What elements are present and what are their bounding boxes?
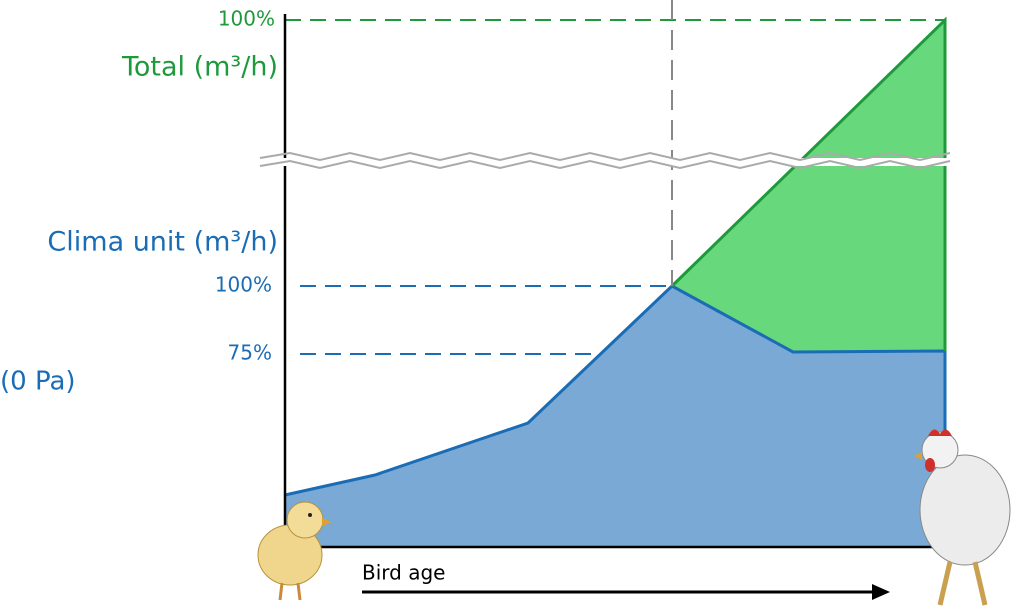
pressure-label: (0 Pa) [0,367,76,397]
clima-area [285,286,945,547]
total-axis-label: Total (m³/h) [121,52,278,83]
break-line [259,151,951,162]
break-line [259,159,951,170]
arrow-head [872,584,890,600]
clima-axis-label: Clima unit (m³/h) [47,227,278,258]
chick-icon [257,501,332,601]
total-line [670,16,947,351]
clima-75-label: 75% [228,341,272,365]
clima-max-label: 100% [215,273,272,297]
total-area [672,20,945,352]
total-max-label: 100% [218,7,275,31]
hen-icon [914,429,1011,606]
x-axis-label: Bird age [362,561,445,585]
